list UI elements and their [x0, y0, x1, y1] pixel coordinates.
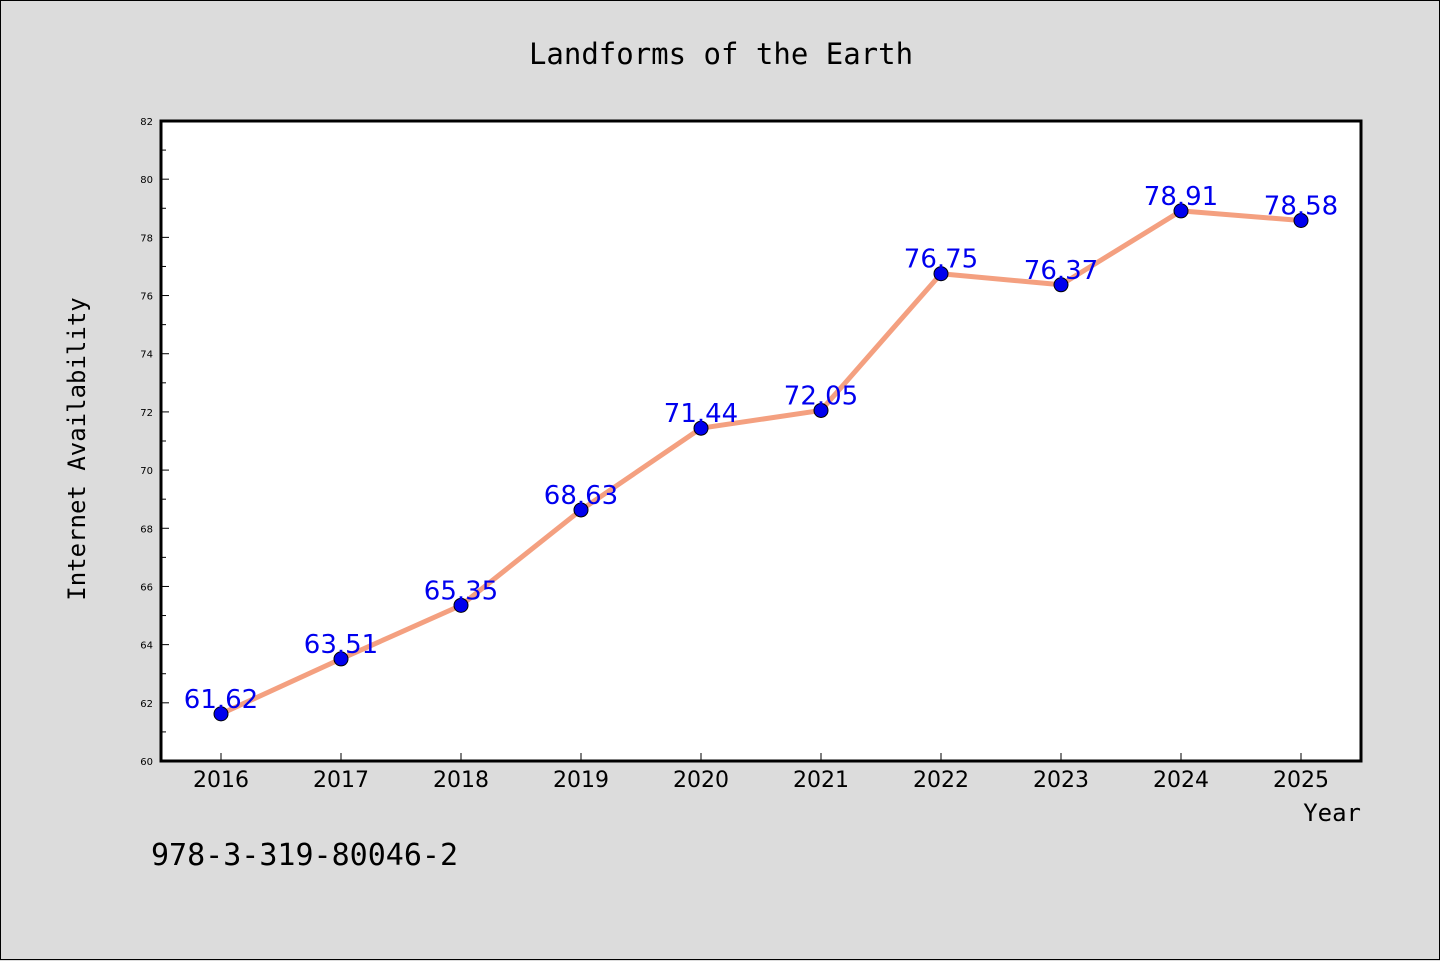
data-point	[453, 597, 469, 613]
y-tick-label: 64	[140, 641, 153, 652]
data-point	[213, 706, 229, 722]
data-point	[813, 402, 829, 418]
data-point	[1053, 277, 1069, 293]
y-tick-label: 70	[140, 466, 153, 477]
data-label: 76.75	[904, 245, 978, 275]
y-axis: 60 62 64 66 68 70 72 74 76 78 80 82	[140, 117, 169, 768]
data-label: 63.51	[304, 630, 378, 660]
x-tick-label: 2025	[1273, 768, 1329, 793]
y-tick-label: 62	[140, 699, 153, 710]
y-tick-label: 66	[140, 582, 153, 593]
y-tick-label: 60	[140, 757, 153, 768]
data-point	[573, 502, 589, 518]
data-point	[1293, 212, 1309, 228]
y-tick-label: 82	[140, 117, 153, 128]
data-label: 71.44	[664, 399, 738, 429]
data-label: 78.91	[1144, 182, 1218, 212]
x-axis-label: Year	[1303, 799, 1361, 827]
data-label: 78.58	[1264, 191, 1338, 221]
x-axis: 2016 2017 2018 2019 2020 2021 2022 2023 2024 2025	[193, 753, 1329, 793]
x-tick-label: 2018	[433, 768, 489, 793]
data-label: 65.35	[424, 576, 498, 606]
y-tick-label: 68	[140, 524, 153, 535]
x-tick-label: 2019	[553, 768, 609, 793]
data-label: 68.63	[544, 481, 618, 511]
series-group: 61.62 63.51 65.35 68.63 71.44 72.05 76.75 76.37…	[184, 182, 1338, 722]
data-label: 61.62	[184, 685, 258, 715]
x-tick-label: 2016	[193, 768, 249, 793]
x-tick-label: 2023	[1033, 768, 1089, 793]
data-point	[693, 420, 709, 436]
data-point	[333, 651, 349, 667]
y-tick-label: 74	[140, 350, 153, 361]
chart-title: Landforms of the Earth	[529, 37, 913, 71]
x-tick-label: 2020	[673, 768, 729, 793]
data-label: 72.05	[784, 381, 858, 411]
x-tick-label: 2021	[793, 768, 849, 793]
x-tick-label: 2024	[1153, 768, 1209, 793]
isbn-annotation: 978-3-319-80046-2	[151, 838, 458, 873]
y-tick-label: 72	[140, 408, 153, 419]
series-line	[218, 208, 1304, 717]
x-tick-label: 2022	[913, 768, 969, 793]
data-point	[1173, 203, 1189, 219]
y-tick-label: 80	[140, 175, 153, 186]
y-tick-label: 78	[140, 233, 153, 244]
data-label: 76.37	[1024, 256, 1098, 286]
y-tick-label: 76	[140, 292, 153, 303]
plot-area	[159, 119, 1363, 763]
y-axis-label: Internet Availability	[63, 297, 91, 600]
data-point	[933, 266, 949, 282]
x-tick-label: 2017	[313, 768, 369, 793]
